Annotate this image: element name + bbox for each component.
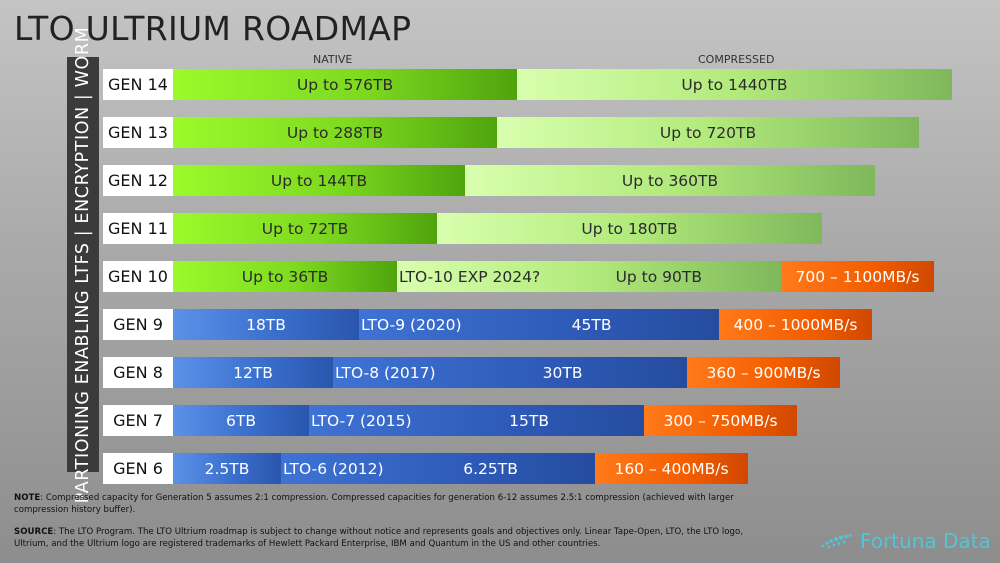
logo-swoosh-icon	[821, 534, 852, 549]
native-capacity-bar: 12TB	[173, 357, 333, 388]
features-side-label: PARTIONING ENABLING LTFS | ENCRYPTION | …	[67, 26, 99, 503]
note-label: NOTE	[14, 493, 41, 503]
compressed-capacity-label: 6.25TB	[463, 459, 518, 478]
release-label: LTO-9 (2020)	[361, 315, 462, 334]
note-text: : Compressed capacity for Generation 5 a…	[14, 493, 734, 515]
release-label: LTO-8 (2017)	[335, 363, 436, 382]
source-label: SOURCE	[14, 527, 54, 537]
compressed-capacity-bar	[309, 405, 644, 436]
native-capacity-bar: 6TB	[173, 405, 309, 436]
compressed-capacity-label: 45TB	[571, 315, 612, 334]
compressed-capacity-bar	[359, 309, 719, 340]
generation-label: GEN 9	[103, 309, 173, 340]
fortuna-data-logo: Fortuna Data	[820, 529, 991, 553]
source-text: : The LTO Program. The LTO Ultrium roadm…	[14, 527, 743, 549]
transfer-rate-bar: 160 – 400MB/s	[595, 453, 748, 484]
native-capacity-bar: 18TB	[173, 309, 359, 340]
transfer-rate-bar: 700 – 1100MB/s	[781, 261, 934, 292]
transfer-rate-bar: 360 – 900MB/s	[687, 357, 840, 388]
generation-label: GEN 10	[103, 261, 173, 292]
compressed-capacity-bar: Up to 720TB	[497, 117, 919, 148]
native-capacity-bar: Up to 72TB	[173, 213, 437, 244]
native-capacity-bar: Up to 36TB	[173, 261, 397, 292]
compressed-capacity-label: Up to 90TB	[615, 267, 702, 286]
compressed-capacity-bar: Up to 1440TB	[517, 69, 952, 100]
generation-label: GEN 12	[103, 165, 173, 196]
generation-label: GEN 13	[103, 117, 173, 148]
footnote-note: NOTE: Compressed capacity for Generation…	[14, 493, 774, 516]
native-capacity-bar: Up to 144TB	[173, 165, 465, 196]
native-column-label: NATIVE	[313, 53, 353, 66]
page-title: LTO ULTRIUM ROADMAP	[14, 9, 412, 48]
native-capacity-bar: 2.5TB	[173, 453, 281, 484]
logo-text: Fortuna Data	[860, 529, 991, 553]
compressed-capacity-bar	[333, 357, 687, 388]
transfer-rate-bar: 300 – 750MB/s	[644, 405, 797, 436]
compressed-capacity-bar	[281, 453, 595, 484]
generation-label: GEN 11	[103, 213, 173, 244]
generation-label: GEN 8	[103, 357, 173, 388]
transfer-rate-bar: 400 – 1000MB/s	[719, 309, 872, 340]
compressed-capacity-bar: Up to 360TB	[465, 165, 875, 196]
features-side-label-text: PARTIONING ENABLING LTFS | ENCRYPTION | …	[73, 26, 93, 503]
generation-label: GEN 6	[103, 453, 173, 484]
native-capacity-bar: Up to 288TB	[173, 117, 497, 148]
compressed-capacity-label: 30TB	[542, 363, 583, 382]
release-label: LTO-10 EXP 2024?	[399, 267, 541, 286]
compressed-capacity-bar	[397, 261, 781, 292]
footnote-source: SOURCE: The LTO Program. The LTO Ultrium…	[14, 527, 774, 550]
compressed-capacity-bar: Up to 180TB	[437, 213, 822, 244]
release-label: LTO-7 (2015)	[311, 411, 412, 430]
generation-label: GEN 7	[103, 405, 173, 436]
generation-label: GEN 14	[103, 69, 173, 100]
native-capacity-bar: Up to 576TB	[173, 69, 517, 100]
compressed-capacity-label: 15TB	[509, 411, 549, 430]
release-label: LTO-6 (2012)	[283, 459, 384, 478]
compressed-column-label: COMPRESSED	[698, 53, 775, 66]
